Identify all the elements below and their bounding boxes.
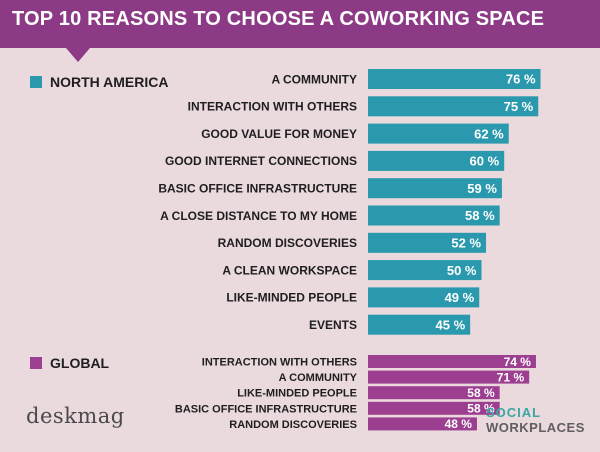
bar-north-america-good-internet-connections (368, 150, 505, 171)
bar-north-america-interaction-with-others (368, 96, 539, 117)
bar-north-america-a-clean-workspace (368, 260, 482, 281)
category-label-north-america: GOOD INTERNET CONNECTIONS (165, 154, 357, 168)
header-pointer (66, 48, 90, 62)
bar-global-interaction-with-others (368, 355, 536, 368)
bar-north-america-events (368, 314, 471, 335)
value-label-north-america: 50 % (447, 263, 477, 278)
value-label-global: 58 % (467, 386, 495, 400)
legend-global: GLOBAL (30, 355, 109, 371)
category-label-global: INTERACTION WITH OTHERS (202, 356, 357, 368)
bar-north-america-basic-office-infrastructure (368, 178, 502, 199)
chart-title: TOP 10 REASONS TO CHOOSE A COWORKING SPA… (12, 8, 545, 30)
category-label-north-america: A CLEAN WORKSPACE (222, 263, 357, 277)
value-label-global: 48 % (445, 417, 473, 431)
legend-label-global: GLOBAL (50, 355, 110, 371)
bar-north-america-a-community (368, 69, 541, 89)
legend-swatch-global (30, 357, 42, 369)
category-label-global: BASIC OFFICE INFRASTRUCTURE (175, 403, 357, 415)
value-label-global: 71 % (497, 370, 525, 384)
category-label-north-america: A COMMUNITY (271, 72, 357, 86)
bar-north-america-random-discoveries (368, 232, 487, 253)
category-label-north-america: RANDOM DISCOVERIES (218, 236, 357, 250)
social-workplaces-line1: SOCIAL (486, 405, 542, 420)
category-label-global: A COMMUNITY (279, 372, 358, 384)
category-label-north-america: A CLOSE DISTANCE TO MY HOME (160, 209, 357, 223)
value-label-north-america: 59 % (467, 181, 497, 196)
value-label-north-america: 49 % (445, 290, 475, 305)
bar-global-basic-office-infrastructure (368, 401, 500, 415)
bar-global-random-discoveries (368, 417, 477, 431)
value-label-north-america: 75 % (504, 99, 534, 114)
value-label-north-america: 58 % (465, 208, 495, 223)
category-label-north-america: BASIC OFFICE INFRASTRUCTURE (158, 182, 357, 196)
value-label-global: 74 % (504, 355, 532, 369)
bar-global-like-minded-people (368, 386, 500, 400)
category-label-north-america: EVENTS (309, 318, 357, 332)
bar-north-america-good-value-for-money (368, 123, 509, 144)
value-label-north-america: 62 % (474, 126, 504, 141)
category-label-north-america: GOOD VALUE FOR MONEY (201, 127, 357, 141)
bar-north-america-a-close-distance-to-my-home (368, 205, 500, 226)
category-label-global: RANDOM DISCOVERIES (229, 419, 357, 431)
value-label-global: 58 % (467, 402, 495, 416)
bar-global-a-community (368, 370, 530, 384)
legend-label-north-america: NORTH AMERICA (50, 74, 169, 90)
social-workplaces-logo: SOCIAL WORKPLACES (486, 405, 585, 435)
deskmag-logo: deskmag (26, 404, 125, 428)
social-workplaces-line2: WORKPLACES (486, 420, 585, 435)
legend-swatch-north-america (30, 76, 42, 88)
legend-north-america: NORTH AMERICA (30, 74, 168, 90)
value-label-north-america: 45 % (436, 317, 466, 332)
category-label-north-america: INTERACTION WITH OTHERS (188, 100, 357, 114)
value-label-north-america: 76 % (506, 72, 536, 87)
value-label-north-america: 52 % (451, 235, 481, 250)
category-label-global: LIKE-MINDED PEOPLE (237, 388, 357, 400)
value-label-north-america: 60 % (470, 154, 500, 169)
bar-north-america-like-minded-people (368, 287, 480, 308)
category-label-north-america: LIKE-MINDED PEOPLE (226, 291, 357, 305)
header-banner: TOP 10 REASONS TO CHOOSE A COWORKING SPA… (0, 0, 600, 48)
